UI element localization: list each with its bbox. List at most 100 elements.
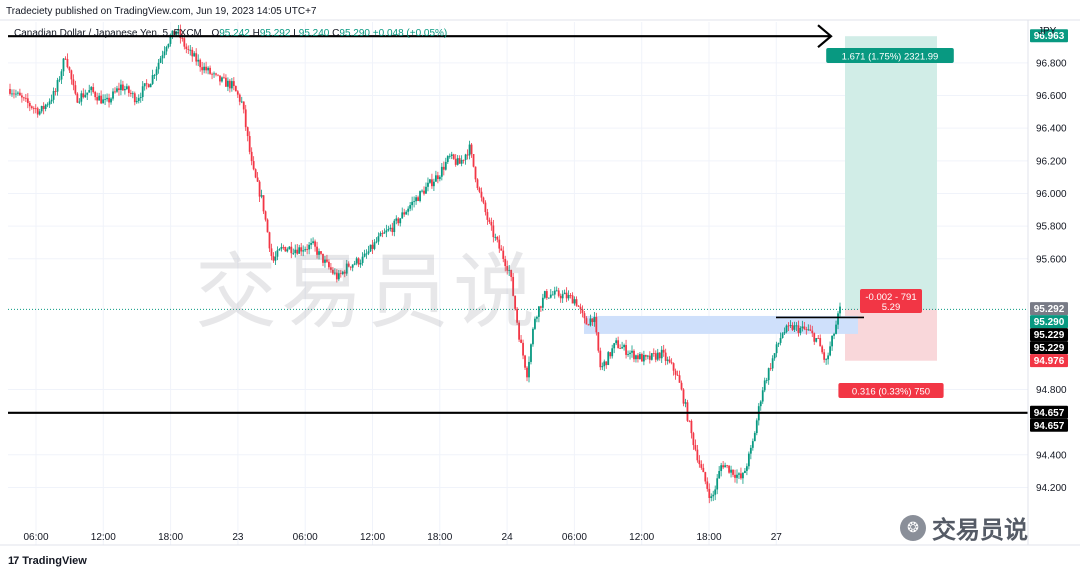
- candle-body: [225, 77, 227, 87]
- candle-body: [753, 432, 756, 442]
- candle-body: [276, 250, 279, 257]
- candle-body: [482, 197, 485, 203]
- candle-body: [494, 236, 497, 238]
- candle-body: [551, 294, 554, 296]
- candle-body: [587, 324, 590, 326]
- candle-body: [284, 247, 287, 252]
- candle-body: [173, 30, 176, 35]
- x-tick-label: 06:00: [562, 532, 587, 543]
- candle-body: [135, 100, 138, 103]
- candle-body: [813, 333, 816, 342]
- candle-body: [825, 359, 828, 361]
- candle-body: [666, 359, 669, 361]
- candle-body: [454, 158, 457, 165]
- candle-body: [704, 472, 707, 482]
- candle-body: [52, 91, 55, 100]
- candle-body: [179, 29, 182, 39]
- candle-body: [749, 447, 752, 454]
- candle-body: [642, 355, 645, 362]
- candle-body: [434, 175, 437, 182]
- candle-body: [652, 353, 655, 354]
- candle-body: [199, 59, 202, 68]
- candle-body: [472, 154, 475, 167]
- candle-body: [440, 166, 443, 177]
- candle-body: [34, 108, 37, 110]
- candle-body: [668, 359, 671, 363]
- candle-body: [536, 316, 538, 319]
- candle-body: [252, 161, 255, 170]
- candle-body: [510, 269, 513, 277]
- x-tick-label: 18:00: [696, 532, 721, 543]
- candle-body: [607, 352, 610, 366]
- candle-body: [488, 219, 491, 222]
- candle-body: [367, 251, 370, 254]
- candle-body: [662, 349, 665, 353]
- close-label: C: [332, 28, 340, 39]
- candle-body: [44, 104, 47, 109]
- price-label-tag: [1030, 302, 1068, 316]
- candle-body: [82, 93, 85, 98]
- candle-body: [312, 241, 314, 243]
- candle-body: [785, 325, 788, 332]
- candle-body: [80, 93, 83, 102]
- time-axis[interactable]: 06:00 12:00 18:00 23 06:00 12:00 18:00 24 06:00 1…: [0, 532, 1080, 546]
- candle-body: [308, 244, 311, 250]
- candle-body: [486, 212, 489, 220]
- x-tick-label: 12:00: [629, 532, 654, 543]
- corner-watermark-text: 交易员说: [932, 516, 1028, 544]
- candle-body: [684, 402, 687, 404]
- candle-body: [577, 305, 580, 307]
- candle-body: [736, 474, 738, 478]
- high-label: H: [252, 28, 260, 39]
- corner-watermark: ❂ 交易员说: [900, 510, 1028, 545]
- candle-body: [205, 66, 208, 71]
- price-label-tag: [1030, 341, 1068, 355]
- candle-body: [781, 333, 784, 338]
- candle-body: [470, 144, 473, 155]
- x-tick-label: 06:00: [293, 532, 318, 543]
- candle-body: [619, 348, 622, 349]
- candle-body: [228, 80, 231, 89]
- low-label: L: [293, 28, 299, 39]
- candle-body: [70, 70, 73, 80]
- candle-body: [288, 246, 291, 250]
- price-axis[interactable]: 96.800 96.600 96.400 96.200 96.000 95.800 95.6…: [1027, 20, 1068, 545]
- candle-body: [460, 159, 463, 164]
- candle-body: [676, 374, 679, 376]
- candle-body: [442, 166, 445, 170]
- center-label-1: -0.002 - 791: [865, 292, 916, 303]
- candle-body: [549, 294, 552, 298]
- candle-body: [444, 161, 447, 170]
- candle-body: [20, 95, 23, 98]
- footer-brand[interactable]: 17 TradingView: [8, 555, 87, 567]
- candle-body: [84, 94, 87, 98]
- candle-body: [539, 306, 542, 308]
- candle-body: [165, 46, 168, 52]
- candle-body: [217, 74, 219, 76]
- candle-body: [405, 211, 408, 215]
- candle-body: [611, 348, 614, 357]
- candle-body: [579, 306, 582, 310]
- y-tick-label: 96.400: [1036, 124, 1067, 135]
- candle-body: [496, 236, 499, 240]
- candle-body: [740, 473, 742, 479]
- symbol-name[interactable]: Canadian Dollar / Japanese Yen, 5, FXCM: [14, 28, 202, 39]
- candle-body: [159, 58, 162, 63]
- candle-body: [250, 151, 253, 162]
- symbol-legend[interactable]: Canadian Dollar / Japanese Yen, 5, FXCM …: [14, 28, 447, 39]
- publisher-line: Tradeciety published on TradingView.com,…: [6, 6, 317, 17]
- candle-body: [807, 329, 810, 331]
- candle-body: [708, 488, 711, 498]
- candle-body: [724, 465, 727, 468]
- candle-body: [789, 325, 792, 326]
- candle-body: [765, 380, 768, 381]
- candle-body: [726, 465, 728, 467]
- candle-body: [357, 258, 360, 265]
- stop-label: 0.316 (0.33%) 750: [852, 387, 930, 398]
- candle-body: [635, 355, 637, 360]
- candle-body: [163, 51, 166, 56]
- horizontal-levels[interactable]: [8, 24, 1028, 414]
- candle-body: [240, 101, 243, 103]
